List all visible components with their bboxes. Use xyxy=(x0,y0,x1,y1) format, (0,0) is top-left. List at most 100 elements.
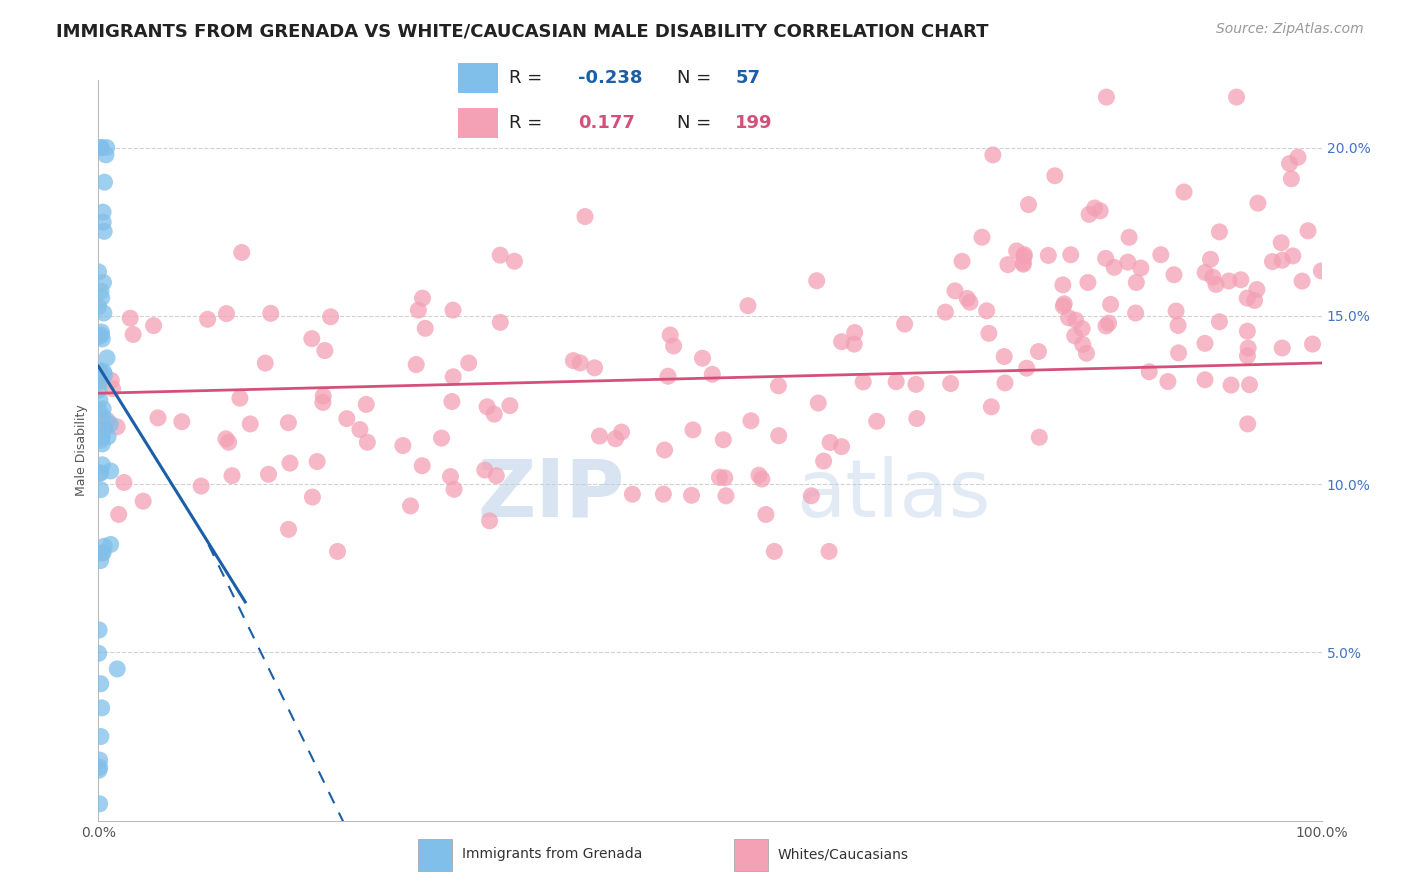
Point xyxy=(1243,293,1265,308)
Point xyxy=(312,389,335,403)
Point xyxy=(90,284,112,298)
Point xyxy=(413,321,436,335)
Point xyxy=(90,466,112,480)
Point xyxy=(1218,274,1240,288)
Text: Source: ZipAtlas.com: Source: ZipAtlas.com xyxy=(1216,22,1364,37)
Point xyxy=(132,494,155,508)
Point xyxy=(1167,318,1189,333)
Point xyxy=(1202,270,1225,285)
Point xyxy=(831,334,853,349)
Point xyxy=(976,303,998,318)
Point xyxy=(489,315,512,329)
Point xyxy=(239,417,262,431)
Point xyxy=(90,434,112,448)
Point xyxy=(87,329,110,343)
Point xyxy=(229,391,252,405)
Point xyxy=(90,325,112,339)
Point xyxy=(485,468,508,483)
Point xyxy=(90,701,112,715)
Point xyxy=(392,438,415,452)
Point xyxy=(336,411,359,425)
Point xyxy=(1164,304,1187,318)
Point xyxy=(87,300,110,314)
Text: 0.177: 0.177 xyxy=(578,114,636,132)
Point xyxy=(91,430,114,444)
Point xyxy=(91,215,114,229)
Point xyxy=(93,175,115,189)
Point xyxy=(993,350,1015,364)
Point xyxy=(1078,207,1101,221)
Point xyxy=(254,356,277,370)
Point xyxy=(844,326,866,340)
Text: Whites/Caucasians: Whites/Caucasians xyxy=(778,847,908,861)
Point xyxy=(430,431,453,445)
Point xyxy=(813,454,835,468)
Point xyxy=(1236,324,1258,338)
Point xyxy=(1236,417,1258,431)
Point xyxy=(93,306,115,320)
Point xyxy=(215,432,238,446)
Point xyxy=(1077,276,1099,290)
Point xyxy=(1071,321,1094,335)
Point xyxy=(1271,253,1294,268)
Point xyxy=(221,468,243,483)
Point xyxy=(503,254,526,268)
Point xyxy=(278,456,301,470)
Text: IMMIGRANTS FROM GRENADA VS WHITE/CAUCASIAN MALE DISABILITY CORRELATION CHART: IMMIGRANTS FROM GRENADA VS WHITE/CAUCASI… xyxy=(56,22,988,40)
Point xyxy=(87,373,110,387)
Point xyxy=(1118,230,1140,244)
Point xyxy=(662,339,685,353)
Point xyxy=(231,245,253,260)
Point xyxy=(1125,276,1147,290)
Point xyxy=(1028,430,1050,444)
Point xyxy=(1220,378,1243,392)
Point xyxy=(1052,277,1074,292)
Point xyxy=(1005,244,1028,258)
Point xyxy=(87,646,110,660)
Point xyxy=(89,753,111,767)
Point xyxy=(977,326,1000,341)
Point xyxy=(170,415,193,429)
Point xyxy=(87,366,110,380)
Point xyxy=(1270,235,1292,250)
Point xyxy=(90,291,112,305)
Point xyxy=(831,440,853,454)
Point xyxy=(1095,90,1118,104)
Point xyxy=(105,419,128,434)
Point xyxy=(1173,185,1195,199)
Point xyxy=(1052,299,1074,313)
Point xyxy=(1225,90,1247,104)
Point xyxy=(852,375,875,389)
Point xyxy=(681,488,703,502)
Point xyxy=(893,317,915,331)
Point xyxy=(702,368,724,382)
Point xyxy=(87,405,110,419)
Point xyxy=(356,435,378,450)
Point xyxy=(411,291,433,305)
Point xyxy=(478,514,501,528)
Text: N =: N = xyxy=(676,69,711,87)
Point xyxy=(751,472,773,486)
Point xyxy=(806,274,828,288)
Point xyxy=(1208,315,1230,329)
Point xyxy=(107,508,129,522)
Point xyxy=(457,356,479,370)
Point xyxy=(1018,197,1040,211)
Point xyxy=(981,148,1004,162)
FancyBboxPatch shape xyxy=(457,108,498,138)
Point xyxy=(1012,256,1035,270)
Point xyxy=(499,399,522,413)
Point xyxy=(89,392,111,407)
FancyBboxPatch shape xyxy=(419,839,453,871)
Point xyxy=(980,400,1002,414)
Text: 199: 199 xyxy=(735,114,773,132)
Point xyxy=(93,364,115,378)
Point xyxy=(1063,328,1085,343)
Point xyxy=(659,328,682,343)
Point xyxy=(1167,346,1189,360)
Point xyxy=(610,425,633,439)
Point xyxy=(326,544,349,558)
Point xyxy=(1291,274,1313,288)
Point xyxy=(1230,273,1253,287)
Point xyxy=(349,423,371,437)
